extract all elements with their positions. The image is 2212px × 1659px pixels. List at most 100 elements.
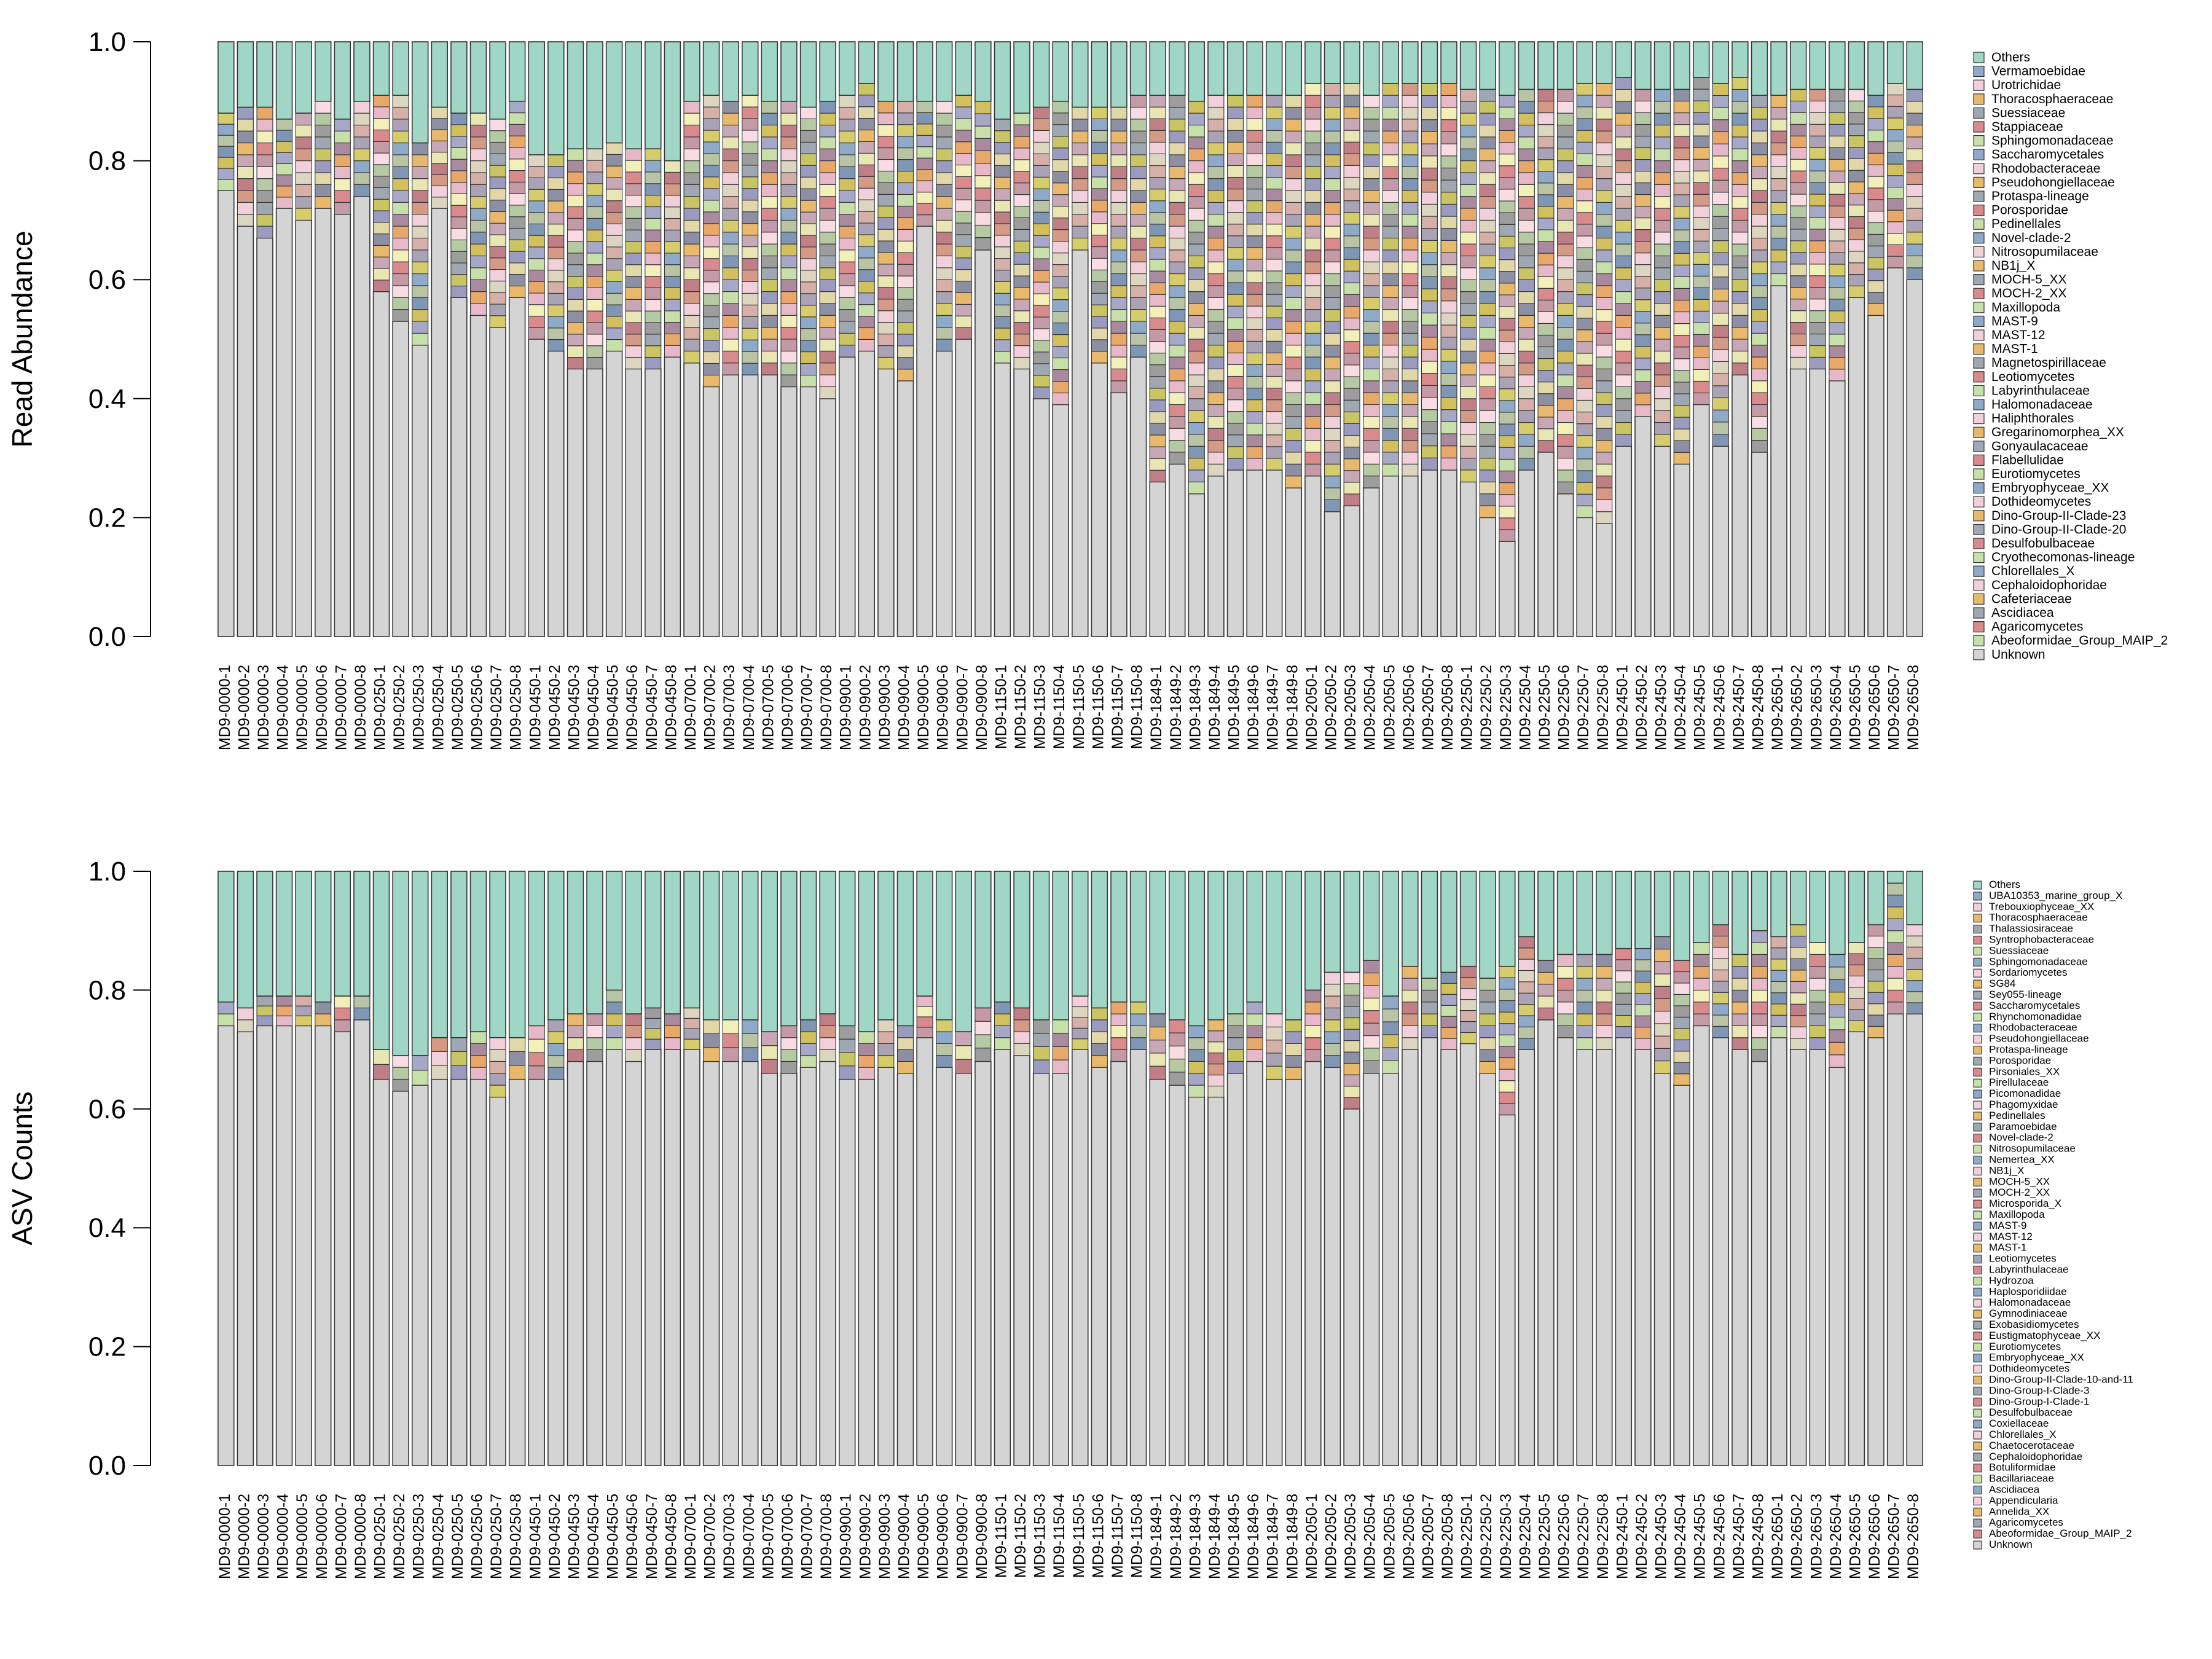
bar-segment-unknown [1770,285,1787,637]
legend-swatch [1973,1419,1982,1429]
bar-segment-taxon [1304,285,1322,298]
bar-segment-taxon [1285,356,1302,369]
bar-segment-taxon [1382,368,1399,382]
bar-segment-taxon [1790,947,1807,959]
bar-segment-taxon [1654,160,1671,173]
legend-item: Protaspa-lineage [1973,189,2089,203]
bar-segment-taxon [256,143,273,155]
bar-segment-taxon [1130,166,1147,179]
bar-segment-others [645,871,662,1009]
bar-segment-taxon [683,1007,700,1019]
y-axis-label: Read Abundance [6,231,38,448]
bar-segment-taxon [819,386,836,399]
bar-segment-taxon [1227,411,1244,424]
bar-segment-taxon [606,316,623,329]
bar-segment-taxon [1732,124,1749,138]
bar-segment-taxon [1402,345,1419,358]
legend-swatch [1973,1188,1982,1198]
bar-segment-others [431,871,449,1038]
bar-segment-taxon [1130,1013,1147,1026]
bar-segment-taxon [1013,1007,1030,1021]
bar-segment-taxon [955,164,972,177]
bar-segment-taxon [1110,1037,1128,1050]
x-tick-label: MD9-2650-3 [1808,665,1825,750]
bar-segment-unknown [683,1049,700,1466]
bar-segment-taxon [877,264,895,276]
bar-segment-taxon [1091,141,1108,154]
x-tick-label: MD9-1150-7 [1109,665,1126,749]
bar-segment-taxon [1363,960,1380,974]
bar-segment-taxon [877,124,895,137]
bar-segment-taxon [1751,178,1768,191]
bar-segment-taxon [1266,411,1283,424]
legend-swatch [1973,1507,1982,1516]
bar-segment-taxon [1343,189,1360,202]
x-tick-label: MD9-1150-1 [992,665,1010,749]
bar-segment-taxon [1052,334,1069,347]
bar-segment-taxon [761,255,778,269]
bar-segment-taxon [1518,1038,1535,1050]
x-tick-label: MD9-2050-6 [1400,1494,1418,1579]
bar-segment-taxon [1285,1067,1302,1080]
bar-segment-taxon [1266,130,1283,143]
legend-swatch [1973,399,1985,410]
bar-segment-taxon [1402,249,1419,262]
bar-segment-taxon [1033,188,1050,201]
x-tick-label: MD9-1849-3 [1186,665,1204,750]
bar-segment-taxon [1052,1059,1069,1074]
legend-label: MOCH-5_XX [1991,273,2067,287]
bar-segment-taxon [1266,224,1283,237]
bar-segment-taxon [1421,433,1438,447]
bar-segment-taxon [1304,440,1322,453]
bar-segment-taxon [1324,404,1341,417]
bar-segment-taxon [295,160,312,173]
bar-segment-taxon [1790,299,1807,312]
bar-segment-taxon [1188,469,1205,482]
bar-segment-taxon [896,287,914,300]
bar-segment-taxon [1110,249,1128,262]
bar-segment-taxon [1732,954,1749,967]
bar-segment-taxon [1906,219,1923,233]
bar-segment-taxon [1169,214,1186,227]
bar-segment-taxon [1324,416,1341,429]
x-tick-label: MD9-1150-8 [1129,1494,1146,1578]
bar-segment-taxon [761,363,778,375]
legend-item: Abeoformidae_Group_MAIP_2 [1973,633,2168,648]
bar-segment-taxon [936,267,953,280]
bar-segment-taxon [1460,112,1477,126]
bar-segment-others [1091,41,1108,108]
bar-MD9-0700-5 [761,41,779,637]
bar-segment-taxon [1402,143,1419,155]
bar-segment-taxon [1906,924,1923,936]
bar-segment-taxon [1304,166,1322,179]
bar-segment-unknown [1634,416,1652,637]
bar-segment-taxon [1052,264,1069,277]
bar-segment-taxon [469,124,487,138]
x-tick-label: MD9-0700-5 [759,665,777,750]
bar-segment-taxon [761,208,778,221]
bar-segment-taxon [645,1038,662,1050]
legend-label: Vermamoebidae [1991,65,2085,79]
bar-segment-taxon [1751,154,1768,167]
bar-segment-taxon [1460,398,1477,411]
bar-segment-taxon [761,112,778,126]
legend-label: Nemertea_XX [1989,1154,2055,1166]
x-tick-label: MD9-2050-3 [1342,665,1359,750]
bar-segment-taxon [1751,214,1768,227]
bar-segment-unknown [508,297,526,637]
bar-segment-taxon [1537,370,1555,383]
bar-segment-taxon [237,154,254,167]
bar-segment-taxon [1654,101,1671,114]
bar-segment-taxon [955,199,972,212]
bar-segment-unknown [1537,1019,1555,1466]
bar-segment-taxon [1227,247,1244,260]
bar-segment-taxon [1188,148,1205,162]
x-tick-label: MD9-0900-1 [837,665,855,750]
bar-segment-taxon [1285,273,1302,286]
bar-segment-taxon [877,112,895,125]
bar-segment-taxon [1402,463,1419,477]
bar-segment-taxon [1479,989,1496,1003]
bar-segment-unknown [1673,1084,1690,1466]
bar-segment-taxon [955,222,972,235]
bar-segment-others [1032,41,1050,108]
